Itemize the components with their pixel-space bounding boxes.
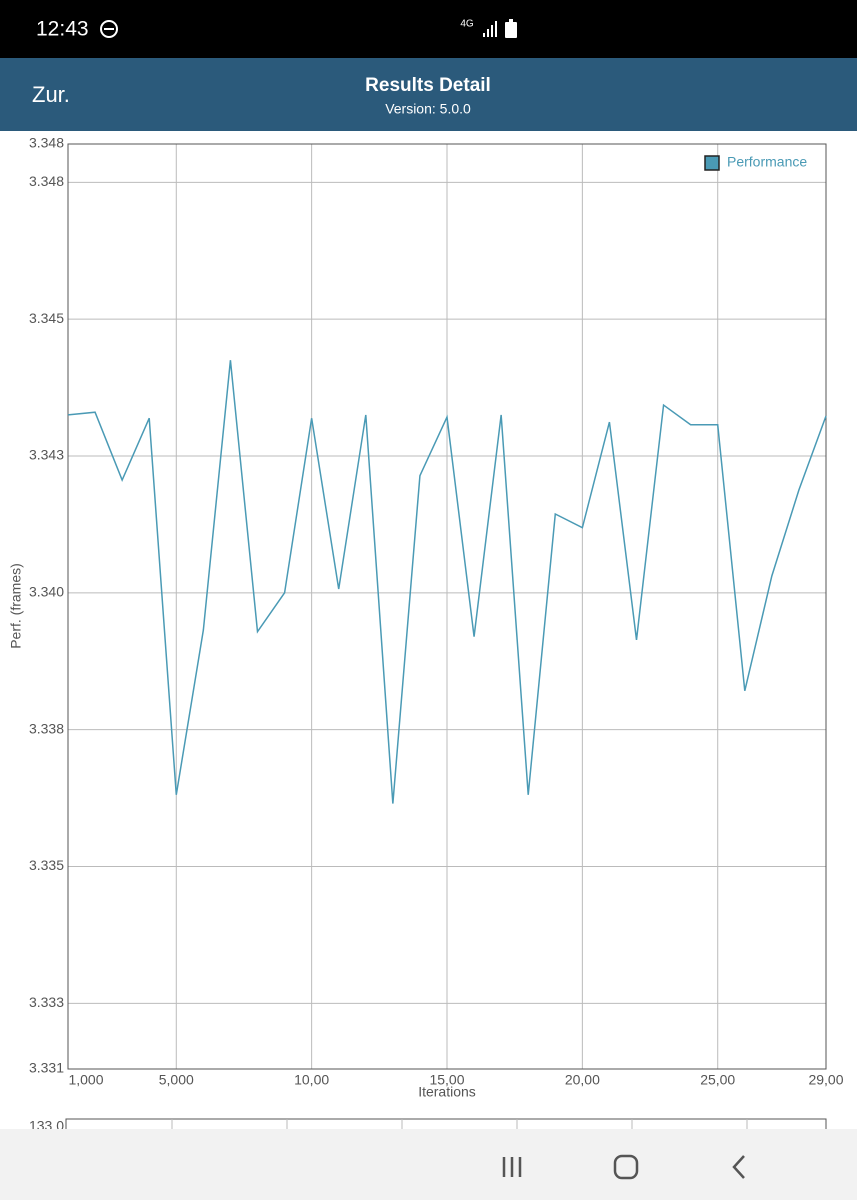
back-button[interactable]: Zur. [32, 82, 70, 107]
y-tick-label: 3.348 [29, 135, 64, 151]
x-axis-label: Iterations [418, 1084, 476, 1100]
legend-label: Performance [727, 154, 807, 170]
x-tick-label: 25,00 [700, 1072, 735, 1088]
nav-bar [0, 1129, 857, 1200]
clock: 12:43 [36, 18, 89, 41]
signal-icon [483, 21, 497, 37]
network-type: 4G [460, 19, 474, 30]
plot: 3.331 3.333 3.335 3.338 3.340 3.343 3.345 3.348… [8, 135, 844, 1100]
back-nav-button[interactable] [732, 1155, 745, 1179]
x-tick-label: 15,00 [429, 1072, 464, 1088]
y-tick-label: 3.338 [29, 720, 64, 736]
app-subtitle: Version: 5.0.0 [385, 101, 471, 117]
battery-tip [509, 19, 513, 22]
y-tick-label: 3.348 [29, 173, 64, 189]
status-bar [0, 0, 857, 58]
legend-swatch [704, 155, 720, 171]
y-axis-label: Perf. (frames) [8, 563, 24, 649]
x-tick-label: 29,00 [808, 1072, 843, 1088]
x-tick-label: 20,00 [565, 1072, 600, 1088]
y-tick-label: 3.345 [29, 310, 64, 326]
dnd-icon [100, 20, 118, 38]
recents-button[interactable] [502, 1157, 522, 1177]
app-title: Results Detail [365, 75, 491, 96]
app-bar [0, 58, 857, 131]
y-tick-label: 3.333 [29, 994, 64, 1010]
y-tick-label: 3.331 [29, 1060, 64, 1076]
plot-frame [67, 143, 827, 1070]
y-tick-label: 3.335 [29, 857, 64, 873]
data-line [67, 360, 827, 804]
battery-icon [505, 22, 517, 38]
y-tick-label: 3.343 [29, 447, 64, 463]
x-tick-label: 5,000 [159, 1072, 194, 1088]
x-tick-label: 1,000 [68, 1072, 103, 1088]
x-tick-label: 10,00 [294, 1072, 329, 1088]
home-button[interactable] [613, 1154, 639, 1180]
y-tick-label: 3.340 [29, 584, 64, 600]
